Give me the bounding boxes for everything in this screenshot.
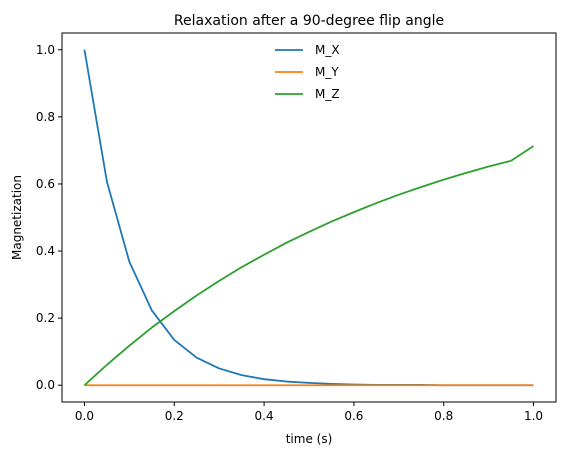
- series-line-m-z: [83, 145, 535, 386]
- x-tick-label: 0.0: [75, 409, 94, 423]
- legend-label: M_Y: [315, 65, 339, 79]
- y-tick-label: 0.8: [36, 110, 55, 124]
- x-tick-label: 0.8: [434, 409, 453, 423]
- y-tick-label: 0.4: [36, 244, 55, 258]
- y-axis-label: Magnetization: [10, 175, 24, 260]
- x-tick-label: 1.0: [524, 409, 543, 423]
- legend-label: M_X: [315, 43, 340, 57]
- series-lines: [83, 49, 535, 387]
- x-tick-label: 0.4: [255, 409, 274, 423]
- x-tick-label: 0.6: [344, 409, 363, 423]
- legend-label: M_Z: [315, 87, 340, 101]
- chart-title: Relaxation after a 90-degree flip angle: [174, 13, 444, 29]
- x-ticks: 0.0 0.2 0.4 0.6 0.8 1.0: [75, 402, 543, 423]
- x-axis-label: time (s): [286, 432, 333, 446]
- y-tick-label: 0.6: [36, 177, 55, 191]
- y-tick-label: 0.0: [36, 378, 55, 392]
- y-tick-label: 1.0: [36, 43, 55, 57]
- x-tick-label: 0.2: [165, 409, 184, 423]
- legend: M_X M_Y M_Z: [275, 43, 340, 101]
- y-ticks: 0.0 0.2 0.4 0.6 0.8 1.0: [36, 43, 62, 392]
- plot-area: [62, 33, 556, 402]
- y-tick-label: 0.2: [36, 311, 55, 325]
- plot-frame: [61, 32, 557, 403]
